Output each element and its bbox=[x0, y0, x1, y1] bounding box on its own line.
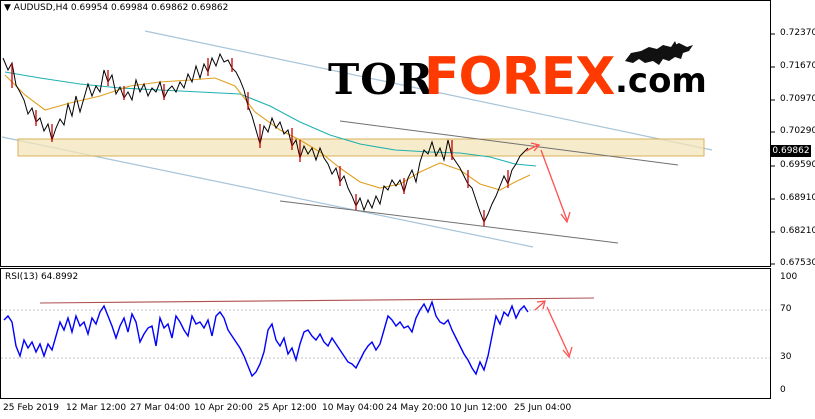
price-tick: 0.68910 bbox=[780, 193, 815, 203]
slow-moving-average bbox=[4, 71, 537, 167]
time-tick: 25 Jun 04:00 bbox=[514, 403, 572, 413]
forecast-arrow-main bbox=[525, 142, 571, 224]
symbol-quote-text: AUDUSD,H4 0.69954 0.69984 0.69862 0.6986… bbox=[13, 3, 229, 13]
rsi-tick: 0 bbox=[780, 385, 786, 395]
price-tick: 0.70290 bbox=[780, 126, 815, 136]
price-tick: 0.72370 bbox=[780, 28, 815, 38]
torforex-logo: TOR FOREX .com bbox=[328, 41, 708, 107]
price-axis-ticks bbox=[770, 33, 775, 265]
lower-trend-line bbox=[279, 200, 619, 244]
forecast-arrow-rsi bbox=[534, 300, 573, 359]
price-tick: 0.69590 bbox=[780, 160, 815, 170]
symbol-header: ▼ AUDUSD,H4 0.69954 0.69984 0.69862 0.69… bbox=[4, 3, 228, 14]
price-series bbox=[2, 52, 529, 224]
rsi-title: RSI(13) 64.8992 bbox=[5, 272, 79, 282]
time-tick: 10 Apr 20:00 bbox=[194, 403, 253, 413]
rsi-panel bbox=[0, 268, 771, 399]
rsi-tick: 70 bbox=[780, 304, 792, 314]
time-tick: 10 Jun 12:00 bbox=[450, 403, 508, 413]
logo-com-text: .com bbox=[615, 61, 707, 101]
bull-bear-icon bbox=[625, 41, 693, 65]
dropdown-triangle-icon[interactable]: ▼ bbox=[4, 3, 11, 13]
time-tick: 10 May 04:00 bbox=[322, 403, 384, 413]
resistance-zone bbox=[17, 138, 705, 157]
price-tick: 0.67530 bbox=[780, 258, 815, 268]
main-chart-panel bbox=[0, 0, 771, 267]
time-tick: 25 Feb 2019 bbox=[3, 403, 60, 413]
time-tick: 24 May 20:00 bbox=[386, 403, 448, 413]
rsi-trend-line bbox=[39, 297, 595, 304]
upper-trend-line bbox=[339, 120, 679, 166]
time-tick: 27 Mar 04:00 bbox=[130, 403, 191, 413]
price-tick: 0.71670 bbox=[780, 61, 815, 71]
logo-forex-text: FOREX bbox=[424, 47, 615, 107]
current-price-label: 0.69862 bbox=[771, 145, 811, 157]
rsi-line bbox=[3, 299, 529, 378]
time-tick: 25 Apr 12:00 bbox=[258, 403, 317, 413]
price-tick: 0.70970 bbox=[780, 94, 815, 104]
rsi-tick: 30 bbox=[780, 352, 792, 362]
logo-tor-text: TOR bbox=[328, 55, 434, 104]
price-tick: 0.68210 bbox=[780, 226, 815, 236]
bear-candles bbox=[11, 58, 509, 226]
rsi-tick: 100 bbox=[780, 272, 798, 282]
channel-upper-line bbox=[144, 30, 713, 151]
time-tick: 12 Mar 12:00 bbox=[66, 403, 127, 413]
